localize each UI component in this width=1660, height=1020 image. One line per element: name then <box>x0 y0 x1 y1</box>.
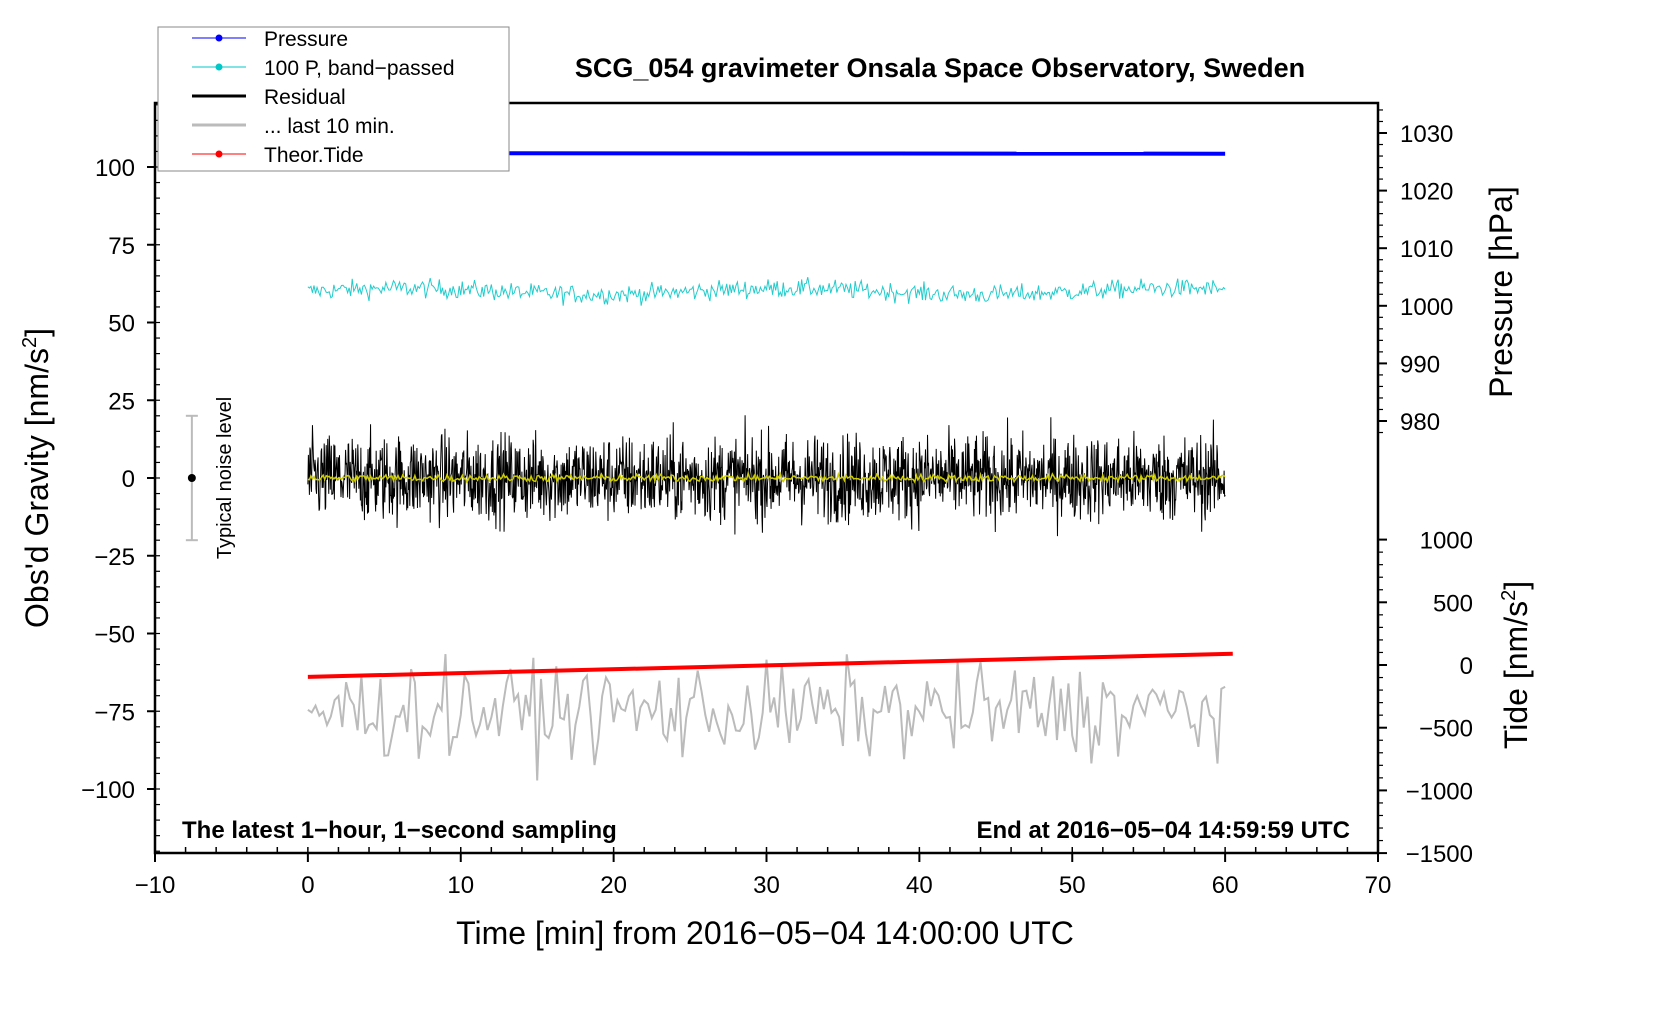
y-tide-tick-label: −1500 <box>1406 841 1473 868</box>
legend-marker <box>215 34 223 42</box>
legend-entry: Residual <box>192 86 346 109</box>
x-tick-label: 20 <box>600 872 627 899</box>
x-tick-label: 0 <box>301 872 314 899</box>
y-left-tick-label: 100 <box>95 155 135 182</box>
y-axis-left-label: Obs'd Gravity [nm/s2] <box>19 328 55 628</box>
y-left-tick-label: −100 <box>81 777 135 804</box>
y-left-tick-label: −50 <box>94 622 135 649</box>
legend-entry: 100 P, band−passed <box>192 57 455 80</box>
x-tick-label: 30 <box>753 872 780 899</box>
noise-level-center-dot <box>187 474 196 482</box>
y-left-tick-label: 75 <box>108 233 135 260</box>
x-tick-label: −10 <box>135 872 176 899</box>
y-pressure-tick-label: 990 <box>1400 351 1440 378</box>
band-passed-pressure-line <box>307 277 1226 306</box>
x-axis-label: Time [min] from 2016−05−04 14:00:00 UTC <box>456 915 1074 951</box>
x-tick-label: 70 <box>1365 872 1392 899</box>
x-tick-label: 10 <box>447 872 474 899</box>
y-axis-tide-label: Tide [nm/s2] <box>1498 581 1534 749</box>
legend-entry: ... last 10 min. <box>192 115 395 138</box>
annotation-end-time: End at 2016−05−04 14:59:59 UTC <box>976 817 1350 844</box>
residual-line <box>307 415 1226 537</box>
legend-box <box>157 26 510 172</box>
y-tide-tick-label: 500 <box>1433 590 1473 617</box>
residual-smoothed-line <box>307 470 1226 485</box>
y-pressure-tick-label: 1020 <box>1400 179 1453 206</box>
legend-label: Pressure <box>264 28 348 51</box>
y-axis-pressure-label: Pressure [hPa] <box>1483 186 1519 398</box>
y-pressure-tick-label: 980 <box>1400 409 1440 436</box>
legend: Pressure 100 P, band−passed Residual ... la… <box>157 26 510 172</box>
y-left-tick-label: −75 <box>94 699 135 726</box>
y-left-tick-label: 50 <box>108 311 135 338</box>
y-left-tick-label: 25 <box>108 388 135 415</box>
y-tide-tick-label: 1000 <box>1420 528 1473 555</box>
last-10-min-line <box>307 654 1226 781</box>
legend-label: Theor.Tide <box>264 144 364 167</box>
legend-entry: Pressure <box>192 28 348 51</box>
y-tide-tick-label: −500 <box>1419 716 1473 743</box>
annotation-sampling: The latest 1−hour, 1−second sampling <box>182 817 617 844</box>
legend-label: ... last 10 min. <box>264 115 395 138</box>
y-pressure-tick-label: 1030 <box>1400 121 1453 148</box>
y-pressure-tick-label: 1000 <box>1400 294 1453 321</box>
y-pressure-tick-label: 1010 <box>1400 236 1453 263</box>
noise-level-label: Typical noise level <box>214 397 236 559</box>
y-tide-tick-label: −1000 <box>1406 778 1473 805</box>
legend-entry: Theor.Tide <box>192 144 364 167</box>
y-left-tick-label: 0 <box>122 466 135 493</box>
legend-label: Residual <box>264 86 346 109</box>
x-tick-label: 50 <box>1059 872 1086 899</box>
x-tick-label: 40 <box>906 872 933 899</box>
chart-title: SCG_054 gravimeter Onsala Space Observat… <box>575 53 1305 83</box>
legend-marker <box>215 150 223 158</box>
y-tide-tick-label: 0 <box>1460 653 1473 680</box>
legend-label: 100 P, band−passed <box>264 57 455 80</box>
x-tick-label: 60 <box>1212 872 1239 899</box>
y-left-tick-label: −25 <box>94 544 135 571</box>
legend-marker <box>215 63 223 71</box>
theoretical-tide-line <box>307 651 1233 679</box>
